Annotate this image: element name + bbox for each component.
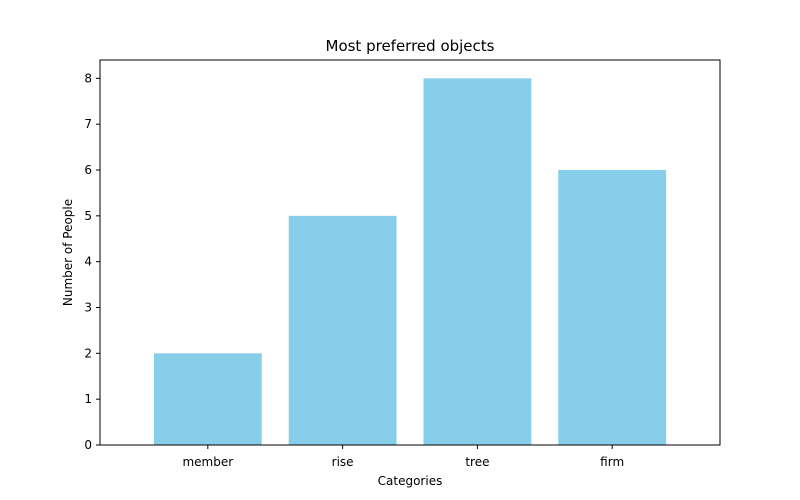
- bar-member: [153, 353, 262, 445]
- x-tick-label-firm: firm: [600, 455, 624, 469]
- x-tick-label-tree: tree: [465, 455, 489, 469]
- y-axis-ticks: 0 1 2 3 4 5 6 7 8: [84, 71, 100, 452]
- y-tick-label-1: 1: [84, 392, 92, 406]
- x-tick-label-rise: rise: [332, 455, 354, 469]
- y-tick-label-3: 3: [84, 301, 92, 315]
- plot-frame: [99, 59, 721, 446]
- y-tick-label-0: 0: [84, 438, 92, 452]
- y-tick-label-7: 7: [84, 117, 92, 131]
- y-axis-label: Number of People: [61, 199, 75, 306]
- y-tick-label-5: 5: [84, 209, 92, 223]
- y-tick-label-2: 2: [84, 346, 92, 360]
- bar-firm: [558, 170, 667, 445]
- x-axis-ticks: member rise tree firm: [182, 445, 624, 469]
- chart-title: Most preferred objects: [326, 37, 495, 55]
- x-tick-label-member: member: [182, 455, 233, 469]
- y-tick-label-6: 6: [84, 163, 92, 177]
- y-tick-label-8: 8: [84, 71, 92, 85]
- bar-rise: [288, 215, 397, 445]
- x-axis-label: Categories: [378, 474, 443, 488]
- bar-tree: [423, 78, 532, 445]
- y-tick-label-4: 4: [84, 255, 92, 269]
- bars-group: [153, 78, 667, 445]
